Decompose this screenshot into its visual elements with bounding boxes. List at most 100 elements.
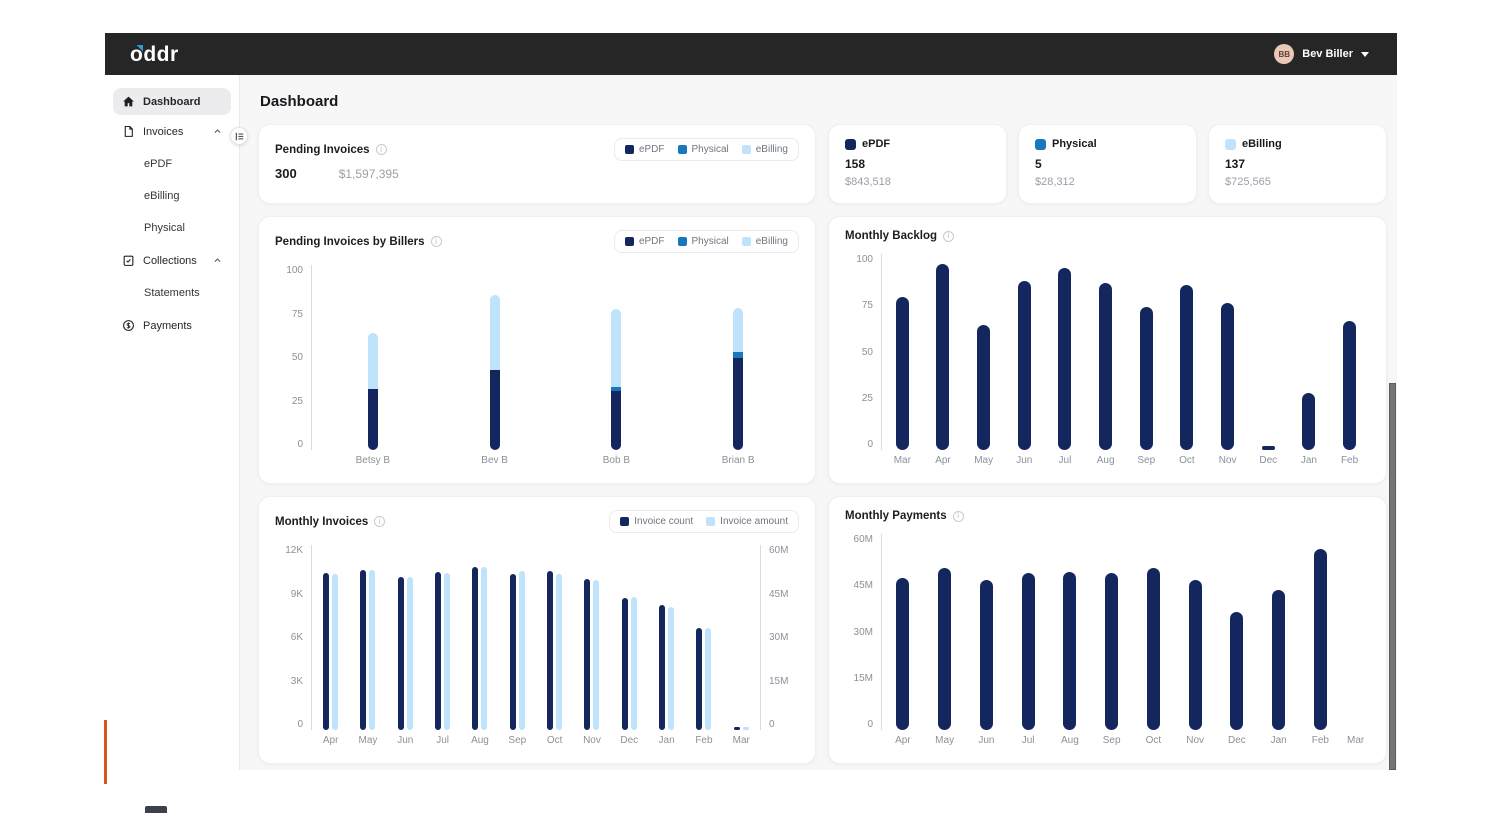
sidebar-item-payments[interactable]: Payments	[113, 312, 231, 339]
y-tick-label: 50	[861, 346, 873, 358]
chart-bar	[1139, 306, 1153, 450]
x-tick-label: Mar	[732, 735, 750, 746]
bar-segment-ebilling	[733, 307, 744, 352]
x-tick-label: Apr	[935, 455, 951, 466]
legend-swatch	[624, 237, 634, 246]
sidebar-item-collections[interactable]: Collections	[113, 247, 231, 274]
x-tick-label: Jun	[397, 735, 414, 746]
chart-bar	[1099, 283, 1113, 450]
bar-group-nov: Nov	[1219, 254, 1236, 466]
chart-bar	[896, 578, 910, 730]
legend-label: eBilling	[755, 236, 788, 247]
y-tick-label: 45M	[853, 580, 873, 592]
chart-plot: Mar Apr May Jun Jul Aug Sep Oct Nov Dec Jan Feb	[881, 254, 1370, 466]
info-icon[interactable]: i	[430, 236, 442, 247]
sidebar-item-statements[interactable]: Statements	[113, 280, 231, 306]
sidebar-item-physical[interactable]: Physical	[113, 215, 231, 241]
chart-bar	[1105, 573, 1119, 730]
vertical-scrollbar-thumb[interactable]	[1389, 383, 1396, 770]
legend-label: ePDF	[638, 144, 665, 155]
x-tick-label: Mar	[893, 455, 911, 466]
monthly-payments-card: Monthly Payments i 60M 45M 30M 15M 0 Apr May Ju…	[828, 496, 1387, 764]
y-tick-label: 0	[297, 719, 303, 730]
x-tick-label: Sep	[508, 735, 527, 746]
bar-group-jan: Jan	[659, 545, 675, 746]
chart-bar	[509, 573, 516, 730]
x-tick-label: Aug	[1060, 735, 1079, 746]
y-tick-label: 6K	[290, 632, 303, 643]
x-tick-label: Mar	[1347, 735, 1365, 746]
sidebar-item-label: Collections	[143, 254, 197, 267]
chart-bar	[733, 727, 740, 730]
payments-icon	[122, 319, 135, 332]
summary-card-head: eBilling	[1225, 138, 1370, 150]
card-title: Pending Invoices	[275, 143, 370, 156]
chart-bar	[360, 570, 367, 730]
summary-card-amount: $843,518	[845, 176, 891, 188]
bar-group-nov: Nov	[583, 545, 601, 746]
chart-bar	[1230, 612, 1244, 730]
x-tick-label: Brian B	[721, 455, 755, 466]
info-icon[interactable]: i	[952, 510, 964, 522]
chart-bar	[547, 571, 554, 730]
x-tick-label: Sep	[1102, 735, 1121, 746]
sidebar-collapse-button[interactable]	[230, 127, 248, 145]
x-tick-label: Aug	[471, 735, 489, 746]
monthly-invoices-card: Monthly Invoices i Invoice count Invoice …	[258, 496, 816, 764]
bar-group-apr: Apr	[935, 254, 951, 466]
sidebar-item-epdf[interactable]: ePDF	[113, 151, 231, 177]
chart-bar	[1221, 303, 1235, 450]
bar-pair	[435, 545, 451, 730]
top-bar: oddr BB Bev Biller	[105, 33, 1397, 75]
legend-item-invoice-amount: Invoice amount	[706, 516, 788, 527]
summary-card-amount: $28,312	[1035, 176, 1075, 188]
x-tick-label: Bob B	[602, 455, 630, 466]
chart-bar	[444, 572, 451, 730]
info-icon[interactable]: i	[943, 230, 955, 242]
chevron-up-icon[interactable]	[213, 127, 222, 136]
x-tick-label: Oct	[546, 735, 563, 746]
y-tick-label: 30M	[769, 632, 789, 643]
bar-group-sep: Sep	[1103, 534, 1121, 746]
y-tick-label: 0	[867, 719, 873, 730]
y-tick-label: 3K	[290, 675, 303, 687]
sidebar-item-label: Physical	[144, 222, 185, 234]
legend: ePDF Physical eBilling	[613, 230, 799, 253]
sidebar-item-invoices[interactable]: Invoices	[113, 118, 231, 145]
summary-card-count: 5	[1035, 157, 1042, 171]
avatar[interactable]: BB	[1274, 44, 1295, 64]
bar-pair	[397, 545, 413, 730]
chevron-up-icon[interactable]	[213, 256, 222, 265]
bar-group-jan: Jan	[1301, 254, 1317, 466]
y-tick-label: 50	[291, 352, 303, 363]
bar-group-may: May	[974, 254, 993, 466]
y-tick-label: 0	[867, 439, 873, 450]
bar-group-oct: Oct	[547, 545, 562, 746]
chart-bar	[593, 580, 600, 730]
legend-item-ebilling: eBilling	[741, 236, 788, 247]
bar-pair	[621, 545, 637, 730]
sidebar-item-dashboard[interactable]: Dashboard	[113, 88, 231, 115]
summary-card-label: ePDF	[862, 138, 891, 150]
pending-amount: $1,597,395	[338, 167, 399, 181]
y-axis: 12K 9K 6K 3K 0	[275, 545, 311, 750]
user-menu[interactable]: BB Bev Biller	[1274, 44, 1369, 64]
bar-group-dec: Dec	[620, 545, 638, 746]
x-tick-label: Jul	[1021, 735, 1035, 746]
info-icon[interactable]: i	[374, 516, 386, 527]
chart-bar	[696, 628, 703, 730]
logo-accent-mark	[136, 44, 143, 52]
bar-group-feb: Feb	[695, 545, 713, 746]
x-tick-label: Dec	[1259, 455, 1278, 466]
bar-pair	[509, 545, 525, 730]
app-logo: oddr	[130, 44, 179, 65]
x-tick-label: May	[358, 735, 378, 746]
pending-invoices-by-billers-card: Pending Invoices by Billers i ePDF Physic…	[258, 216, 816, 484]
chevron-down-icon[interactable]	[1361, 51, 1369, 57]
bar-pair	[323, 545, 339, 730]
info-icon[interactable]: i	[375, 144, 387, 155]
bar-group-nov: Nov	[1186, 534, 1204, 746]
legend-item-physical: Physical	[677, 236, 729, 247]
chart-bar	[979, 579, 993, 730]
sidebar-item-ebilling[interactable]: eBilling	[113, 183, 231, 209]
